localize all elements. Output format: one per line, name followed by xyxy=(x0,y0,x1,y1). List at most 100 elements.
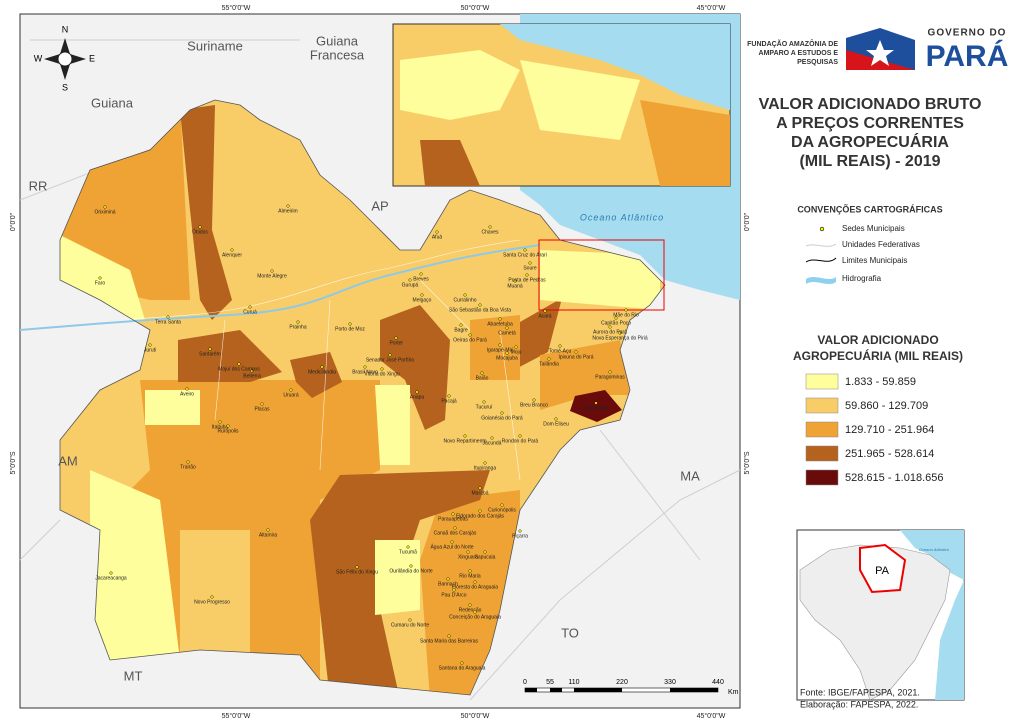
sede xyxy=(451,512,455,516)
municipality-label: Mocajuba xyxy=(496,355,518,361)
municipality-label: Curralinho xyxy=(453,297,476,303)
municipality-label: São Sebastião da Boa Vista xyxy=(449,307,511,313)
sede xyxy=(554,417,558,421)
scale-seg xyxy=(574,688,622,692)
inset-ocean xyxy=(500,24,730,110)
municipality-label: Altamira xyxy=(259,532,278,538)
sede xyxy=(558,344,562,348)
sede xyxy=(483,461,487,465)
municipality-label: Oeiras do Pará xyxy=(453,337,487,343)
sede xyxy=(363,365,367,369)
municipality-label: Bannach xyxy=(438,581,458,587)
sede xyxy=(505,326,509,330)
municipality-label: Novo Repartimento xyxy=(443,438,486,444)
flag-star xyxy=(866,40,894,66)
municipality-label: Tucuruí xyxy=(476,404,493,410)
legend-swatch xyxy=(805,397,839,414)
sede xyxy=(594,401,598,405)
source: Fonte: IBGE/FAPESPA, 2021. xyxy=(800,687,920,697)
sede xyxy=(419,272,423,276)
scale-labels: 0 55 110 220 330 440 xyxy=(523,679,724,686)
municipality-label: Tailândia xyxy=(539,361,559,367)
sede xyxy=(532,398,536,402)
sede xyxy=(420,293,424,297)
sede xyxy=(608,370,612,374)
municipality-label: Parauapebas xyxy=(438,516,468,522)
sede xyxy=(406,545,410,549)
municipality-label: Igarapé-Miri xyxy=(487,347,514,353)
sede xyxy=(505,351,509,355)
municipality-label: Conceição do Araguaia xyxy=(449,614,501,620)
municipality-label: Belterra xyxy=(243,373,261,379)
legend-label: 251.965 - 528.614 xyxy=(845,448,934,460)
municipality-label: Moju xyxy=(511,349,522,355)
compass-s: S xyxy=(62,82,68,92)
region xyxy=(540,340,630,410)
sede xyxy=(218,420,222,424)
municipality-label: Muaná xyxy=(507,283,523,289)
scale-label: 220 xyxy=(616,679,628,686)
legend-label: 528.615 - 1.018.656 xyxy=(845,472,943,484)
neighbor: MT xyxy=(124,668,143,683)
municipality-label: Afuá xyxy=(432,234,443,240)
sede xyxy=(289,388,293,392)
sede xyxy=(446,577,450,581)
title: A PREÇOS CORRENTES xyxy=(776,115,964,132)
sede xyxy=(483,550,487,554)
sede xyxy=(468,569,472,573)
sede xyxy=(478,303,482,307)
municipality-label: Mãe do Rio xyxy=(613,312,639,318)
title: (MIL REAIS) - 2019 xyxy=(799,153,940,170)
municipality-label: Rurópolis xyxy=(217,428,239,434)
sede xyxy=(608,325,612,329)
municipality-label: Itaituba xyxy=(212,424,229,430)
sede xyxy=(409,564,413,568)
neighbor: Suriname xyxy=(187,38,243,53)
municipality-label: Rio Maria xyxy=(459,573,481,579)
region xyxy=(380,305,450,430)
ocean-label: Oceano Atlântico xyxy=(580,212,664,222)
convention: Hidrografia xyxy=(842,274,882,283)
sede xyxy=(453,526,457,530)
sede xyxy=(408,278,412,282)
region xyxy=(290,352,342,398)
sede xyxy=(355,565,359,569)
org: AMPARO A ESTUDOS E xyxy=(759,50,839,57)
municipality-label: Almeirim xyxy=(278,208,297,214)
sede xyxy=(447,394,451,398)
sede xyxy=(574,350,578,354)
scale-unit: Km xyxy=(728,689,739,696)
sede xyxy=(388,353,392,357)
region xyxy=(540,250,660,310)
municipality-label: Santana do Araguaia xyxy=(439,665,486,671)
sede xyxy=(518,434,522,438)
sede xyxy=(348,322,352,326)
neighbor: Francesa xyxy=(310,47,365,62)
convention: Unidades Federativas xyxy=(842,240,920,249)
region xyxy=(570,390,622,422)
neighbor: Guiana xyxy=(91,95,134,110)
sede xyxy=(237,362,241,366)
sede-symbol xyxy=(819,226,825,232)
municipality-label: Uruará xyxy=(283,392,299,398)
sede xyxy=(198,225,202,229)
municipality-label: Pacajá xyxy=(441,398,457,404)
org: FUNDAÇÃO AMAZÔNIA DE xyxy=(747,39,838,48)
municipality-label: Alenquer xyxy=(222,252,242,258)
municipality-label: Prainha xyxy=(289,324,306,330)
sede xyxy=(250,369,254,373)
sede xyxy=(528,261,532,265)
sede xyxy=(478,509,482,513)
municipality-label: Monte Alegre xyxy=(257,273,287,279)
coord: 0°0'0" xyxy=(9,212,17,231)
legend-title: AGROPECUÁRIA (MIL REAIS) xyxy=(793,348,963,363)
municipality-label: Ourilândia do Norte xyxy=(389,568,433,574)
municipality-label: Ulianópolis xyxy=(584,405,609,411)
municipality-label: Placas xyxy=(254,406,270,412)
sede xyxy=(500,411,504,415)
coord: 55°0'0"W xyxy=(222,4,251,12)
sede xyxy=(452,588,456,592)
municipality-label: Vitória do Xingu xyxy=(364,371,399,377)
sede xyxy=(230,248,234,252)
